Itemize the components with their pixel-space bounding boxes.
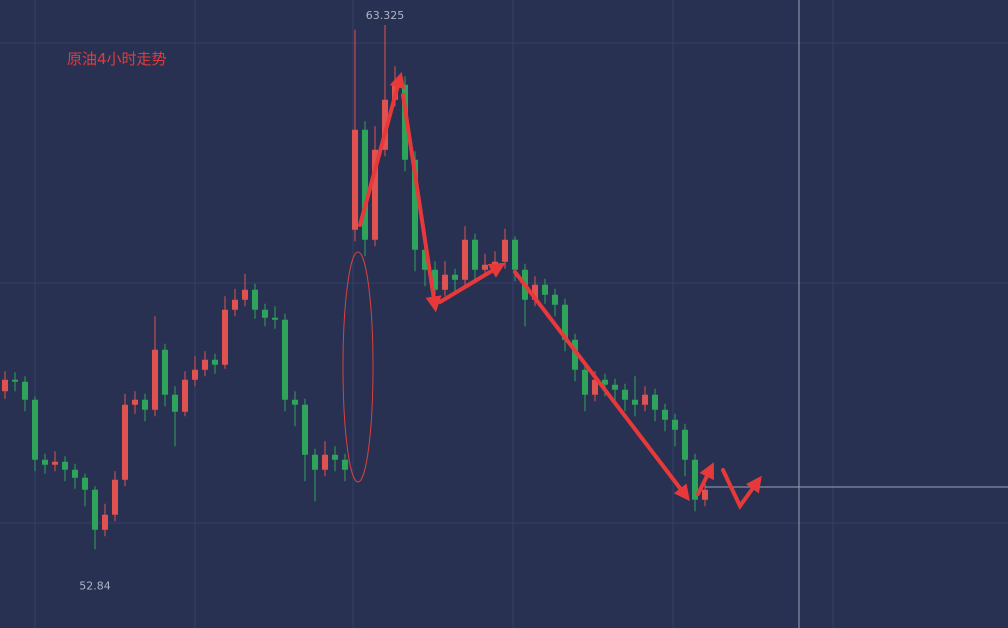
candle-body xyxy=(452,274,458,280)
candle-body xyxy=(202,359,208,370)
candle-body xyxy=(32,399,38,460)
candle-body xyxy=(402,84,408,160)
candle-body xyxy=(362,129,368,240)
candle-body xyxy=(672,419,678,430)
max-label: 63.325 xyxy=(366,9,405,22)
candle-body xyxy=(622,389,628,400)
candle-body xyxy=(12,379,18,382)
candle-body xyxy=(162,349,168,395)
candle-body xyxy=(292,399,298,405)
candle-body xyxy=(42,459,48,465)
candle-body xyxy=(52,461,58,465)
candle-body xyxy=(222,309,228,365)
candle-body xyxy=(532,284,538,300)
candle-body xyxy=(102,514,108,530)
candle-body xyxy=(212,359,218,365)
candle-body xyxy=(552,294,558,305)
candle-body xyxy=(502,239,508,262)
candle-body xyxy=(662,409,668,420)
candle-body xyxy=(192,369,198,380)
candle-body xyxy=(232,299,238,310)
candle-body xyxy=(92,489,98,530)
candle-body xyxy=(692,459,698,500)
candle-body xyxy=(142,399,148,410)
candle-body xyxy=(682,429,688,460)
candle-body xyxy=(302,404,308,455)
candle-body xyxy=(442,274,448,290)
candle-body xyxy=(582,369,588,395)
candle-body xyxy=(372,149,378,240)
crosshair xyxy=(705,0,1008,628)
candles xyxy=(2,25,708,550)
candle-body xyxy=(382,99,388,150)
candle-body xyxy=(612,384,618,390)
chart-title: 原油4小时走势 xyxy=(67,50,167,68)
candle-body xyxy=(172,394,178,412)
min-label: 52.84 xyxy=(79,579,111,592)
candle-body xyxy=(122,404,128,480)
candle-body xyxy=(512,239,518,270)
candle-body xyxy=(282,319,288,400)
candle-body xyxy=(312,454,318,470)
candle-body xyxy=(412,159,418,250)
candle-body xyxy=(602,379,608,385)
candle-body xyxy=(592,379,598,395)
candle-body xyxy=(262,309,268,318)
candle-body xyxy=(82,477,88,490)
candle-body xyxy=(182,379,188,412)
candle-body xyxy=(482,264,488,270)
candle-body xyxy=(342,459,348,470)
candle-body xyxy=(252,289,258,310)
candle-body xyxy=(352,129,358,230)
candle-body xyxy=(152,349,158,410)
candle-body xyxy=(472,239,478,270)
candle-body xyxy=(492,261,498,265)
candle-body xyxy=(632,399,638,405)
candle-body xyxy=(432,269,438,290)
candle-body xyxy=(72,469,78,478)
candle-body xyxy=(112,479,118,515)
candle-body xyxy=(542,284,548,295)
candle-body xyxy=(332,454,338,460)
candle-body xyxy=(62,461,68,470)
candle-body xyxy=(642,394,648,405)
candle-body xyxy=(242,289,248,300)
candle-body xyxy=(422,249,428,270)
annotations xyxy=(342,71,762,510)
candle-body xyxy=(132,399,138,405)
candle-body xyxy=(2,379,8,392)
candle-body xyxy=(652,394,658,410)
candle-body xyxy=(462,239,468,280)
candle-body xyxy=(562,304,568,340)
candle-body xyxy=(322,454,328,470)
candle-body xyxy=(22,381,28,400)
candle-body xyxy=(272,317,278,320)
candle-body xyxy=(572,339,578,370)
candle-body xyxy=(702,489,708,500)
